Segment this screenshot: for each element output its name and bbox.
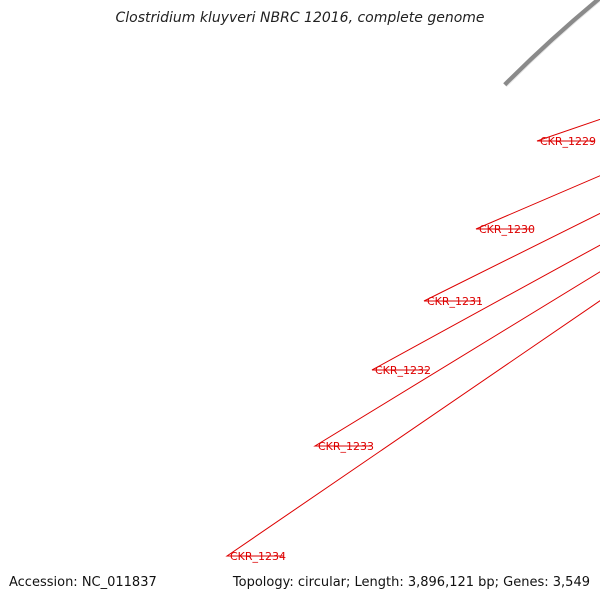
backbone	[503, 0, 600, 87]
label-leader	[225, 300, 600, 557]
gene-label: CKR_1234	[230, 550, 286, 563]
label-leader	[423, 212, 600, 302]
gene-label: CKR_1230	[479, 223, 535, 236]
genome-summary: Topology: circular; Length: 3,896,121 bp…	[232, 575, 590, 590]
backbone-shadow	[506, 0, 600, 87]
map-title: Clostridium kluyveri NBRC 12016, complet…	[115, 10, 484, 26]
gene-label: CKR_1229	[540, 135, 596, 148]
label-leader	[371, 244, 600, 371]
label-leader	[313, 271, 600, 447]
gene-labels: CKR_1229 CKR_1230 CKR_1231 CKR_1232 CKR_1233…	[230, 135, 596, 563]
label-leaders	[225, 118, 600, 557]
gene-label: CKR_1232	[375, 364, 431, 377]
gene-label: CKR_1233	[318, 440, 374, 453]
label-leader	[536, 118, 600, 142]
accession-label: Accession: NC_011837	[9, 575, 157, 590]
label-leader	[475, 175, 600, 230]
gene-label: CKR_1231	[427, 295, 483, 308]
